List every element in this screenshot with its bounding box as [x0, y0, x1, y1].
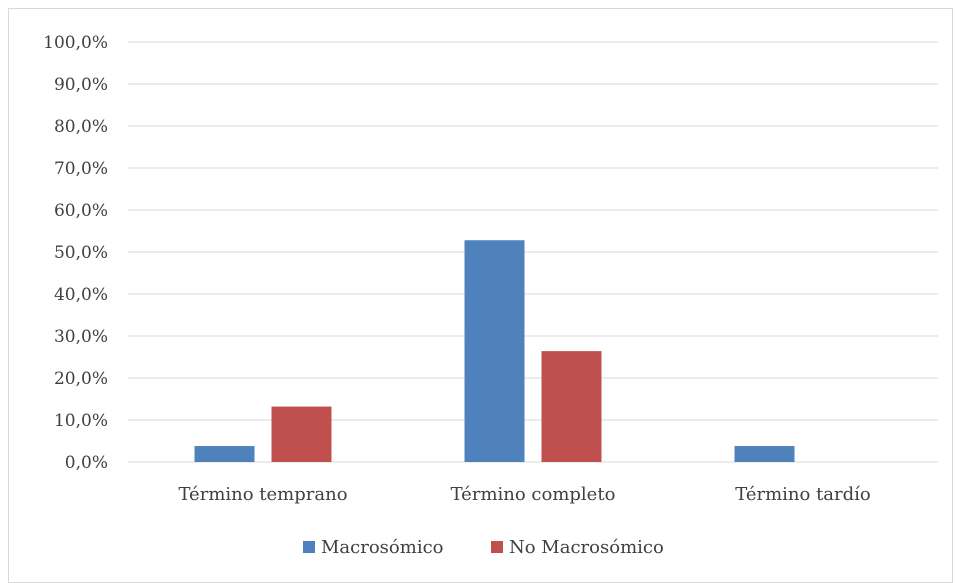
y-tick-label: 30,0%: [54, 327, 108, 347]
y-tick-label: 100,0%: [43, 33, 108, 53]
bar-macrosomico-2: [734, 446, 795, 462]
y-tick-label: 20,0%: [54, 369, 108, 389]
legend-swatch: [303, 541, 315, 553]
y-tick-label: 10,0%: [54, 411, 108, 431]
y-tick-label: 40,0%: [54, 285, 108, 305]
bar-no-macrosomico-0: [271, 406, 332, 462]
bar-macrosomico-1: [464, 240, 525, 462]
y-tick-label: 70,0%: [54, 159, 108, 179]
legend-label: Macrosómico: [321, 537, 444, 558]
y-tick-label: 80,0%: [54, 117, 108, 137]
y-tick-label: 60,0%: [54, 201, 108, 221]
legend-label: No Macrosómico: [509, 537, 664, 558]
legend: Macrosómico No Macrosómico: [303, 537, 664, 558]
x-axis-categories: Término temprano Término completo Término …: [178, 484, 870, 505]
y-tick-label: 50,0%: [54, 243, 108, 263]
gridlines: [128, 41, 938, 463]
y-axis-ticks: 0,0% 10,0% 20,0% 30,0% 40,0% 50,0% 60,0% 70,0% 8…: [43, 33, 108, 473]
x-category-label: Término completo: [451, 484, 616, 505]
bar-macrosomico-0: [194, 446, 255, 462]
bar-no-macrosomico-1: [541, 351, 602, 462]
x-category-label: Término tardío: [735, 484, 871, 505]
x-category-label: Término temprano: [178, 484, 347, 505]
y-tick-label: 0,0%: [65, 453, 108, 473]
bars: [194, 240, 795, 462]
legend-swatch: [491, 541, 503, 553]
y-tick-label: 90,0%: [54, 75, 108, 95]
